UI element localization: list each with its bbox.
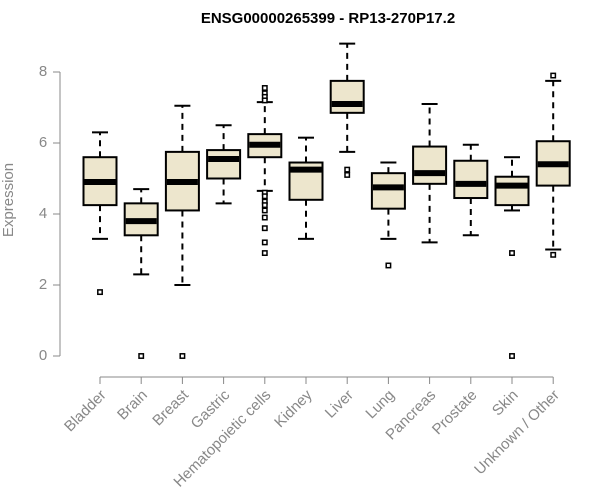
iqr-box bbox=[412, 145, 448, 185]
y-axis: 0 2 4 6 8 bbox=[39, 63, 61, 364]
chart-title: ENSG00000265399 - RP13-270P17.2 bbox=[201, 10, 455, 27]
box-group bbox=[535, 72, 571, 258]
box-group bbox=[494, 156, 530, 359]
outlier-point bbox=[385, 262, 392, 269]
outlier-point bbox=[261, 207, 268, 214]
x-tick-label: Liver bbox=[322, 387, 357, 422]
outlier-point bbox=[344, 172, 351, 178]
x-tick-label: Brain bbox=[114, 387, 151, 424]
outlier-point bbox=[261, 225, 268, 232]
outlier-point bbox=[261, 193, 268, 200]
iqr-box bbox=[329, 79, 365, 114]
outlier-point bbox=[509, 250, 515, 257]
outlier-point bbox=[97, 289, 103, 296]
x-tick-label: Bladder bbox=[61, 387, 110, 436]
y-tick-label: 4 bbox=[39, 205, 47, 222]
iqr-box bbox=[494, 175, 530, 207]
outlier-point bbox=[179, 353, 186, 359]
outlier-point bbox=[261, 239, 268, 246]
x-tick-label: Lung bbox=[362, 387, 398, 423]
y-tick-label: 2 bbox=[39, 276, 47, 293]
box-group bbox=[288, 136, 324, 240]
outlier-point bbox=[261, 97, 268, 104]
box-group bbox=[329, 42, 365, 178]
iqr-box bbox=[370, 172, 406, 210]
box-group bbox=[247, 85, 283, 257]
outlier-point bbox=[261, 214, 268, 221]
box-group bbox=[164, 104, 200, 359]
box-group bbox=[453, 143, 489, 237]
x-tick-label: Prostate bbox=[429, 387, 481, 439]
outlier-point bbox=[261, 202, 268, 209]
outlier-point bbox=[509, 353, 515, 359]
x-tick-label: Kidney bbox=[271, 386, 316, 431]
box-group bbox=[370, 161, 406, 269]
outlier-point bbox=[261, 85, 268, 91]
y-axis-label: Expression bbox=[0, 163, 17, 237]
box-group bbox=[82, 131, 118, 296]
y-tick-label: 0 bbox=[39, 347, 47, 364]
outlier-point bbox=[344, 166, 351, 173]
x-tick-label: Skin bbox=[489, 387, 522, 420]
y-tick-label: 8 bbox=[39, 63, 47, 80]
iqr-box bbox=[453, 159, 489, 200]
y-tick-label: 6 bbox=[39, 134, 47, 151]
outlier-point bbox=[138, 353, 145, 359]
outlier-point bbox=[550, 72, 557, 79]
box-group bbox=[206, 124, 242, 205]
box-group bbox=[412, 102, 448, 244]
plot-area bbox=[82, 42, 571, 359]
outlier-point bbox=[550, 251, 557, 258]
outlier-point bbox=[261, 250, 268, 257]
iqr-box bbox=[206, 149, 242, 180]
box-group bbox=[123, 188, 159, 359]
x-tick-label: Breast bbox=[149, 386, 192, 429]
